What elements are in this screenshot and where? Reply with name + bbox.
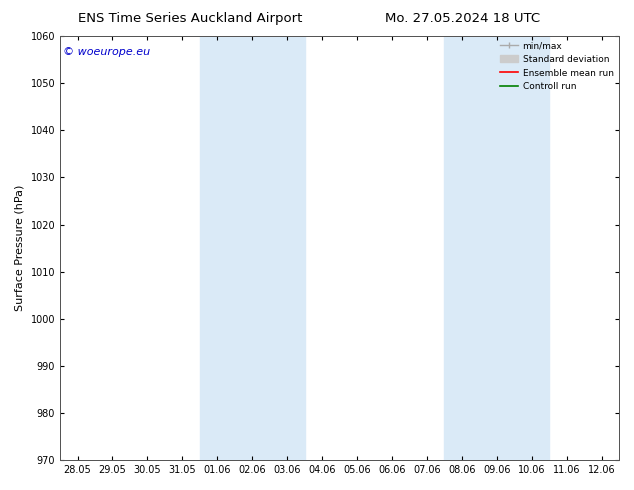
Y-axis label: Surface Pressure (hPa): Surface Pressure (hPa)	[15, 185, 25, 311]
Legend: min/max, Standard deviation, Ensemble mean run, Controll run: min/max, Standard deviation, Ensemble me…	[496, 38, 617, 95]
Bar	[200, 36, 304, 460]
Text: © woeurope.eu: © woeurope.eu	[63, 47, 150, 57]
Bar	[444, 36, 549, 460]
Text: ENS Time Series Auckland Airport: ENS Time Series Auckland Airport	[78, 12, 302, 25]
Text: Mo. 27.05.2024 18 UTC: Mo. 27.05.2024 18 UTC	[385, 12, 540, 25]
